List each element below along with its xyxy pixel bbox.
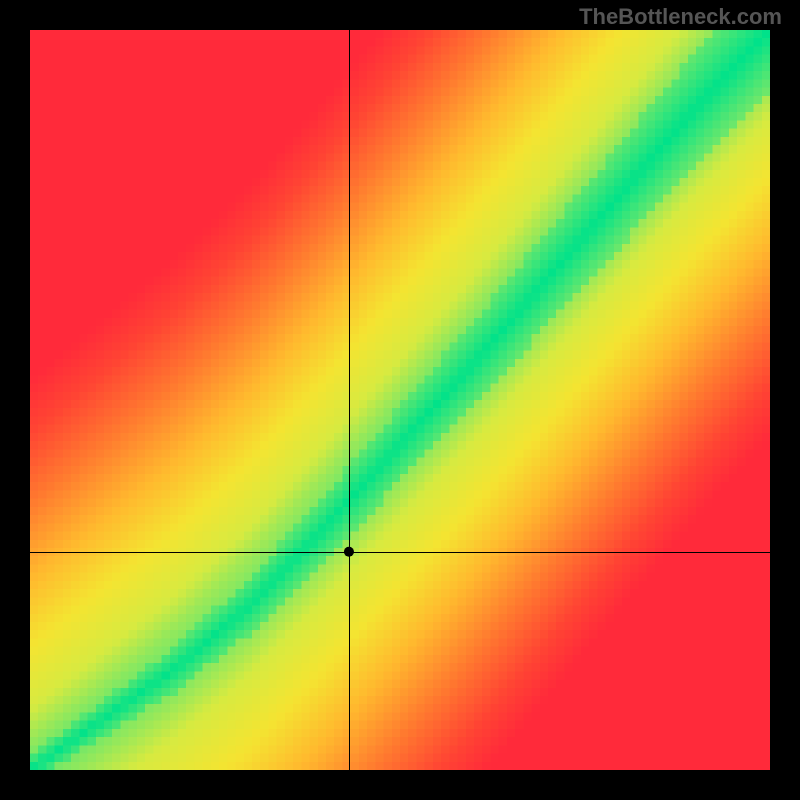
crosshair-overlay — [30, 30, 770, 770]
plot-area — [30, 30, 770, 770]
watermark-text: TheBottleneck.com — [579, 4, 782, 30]
